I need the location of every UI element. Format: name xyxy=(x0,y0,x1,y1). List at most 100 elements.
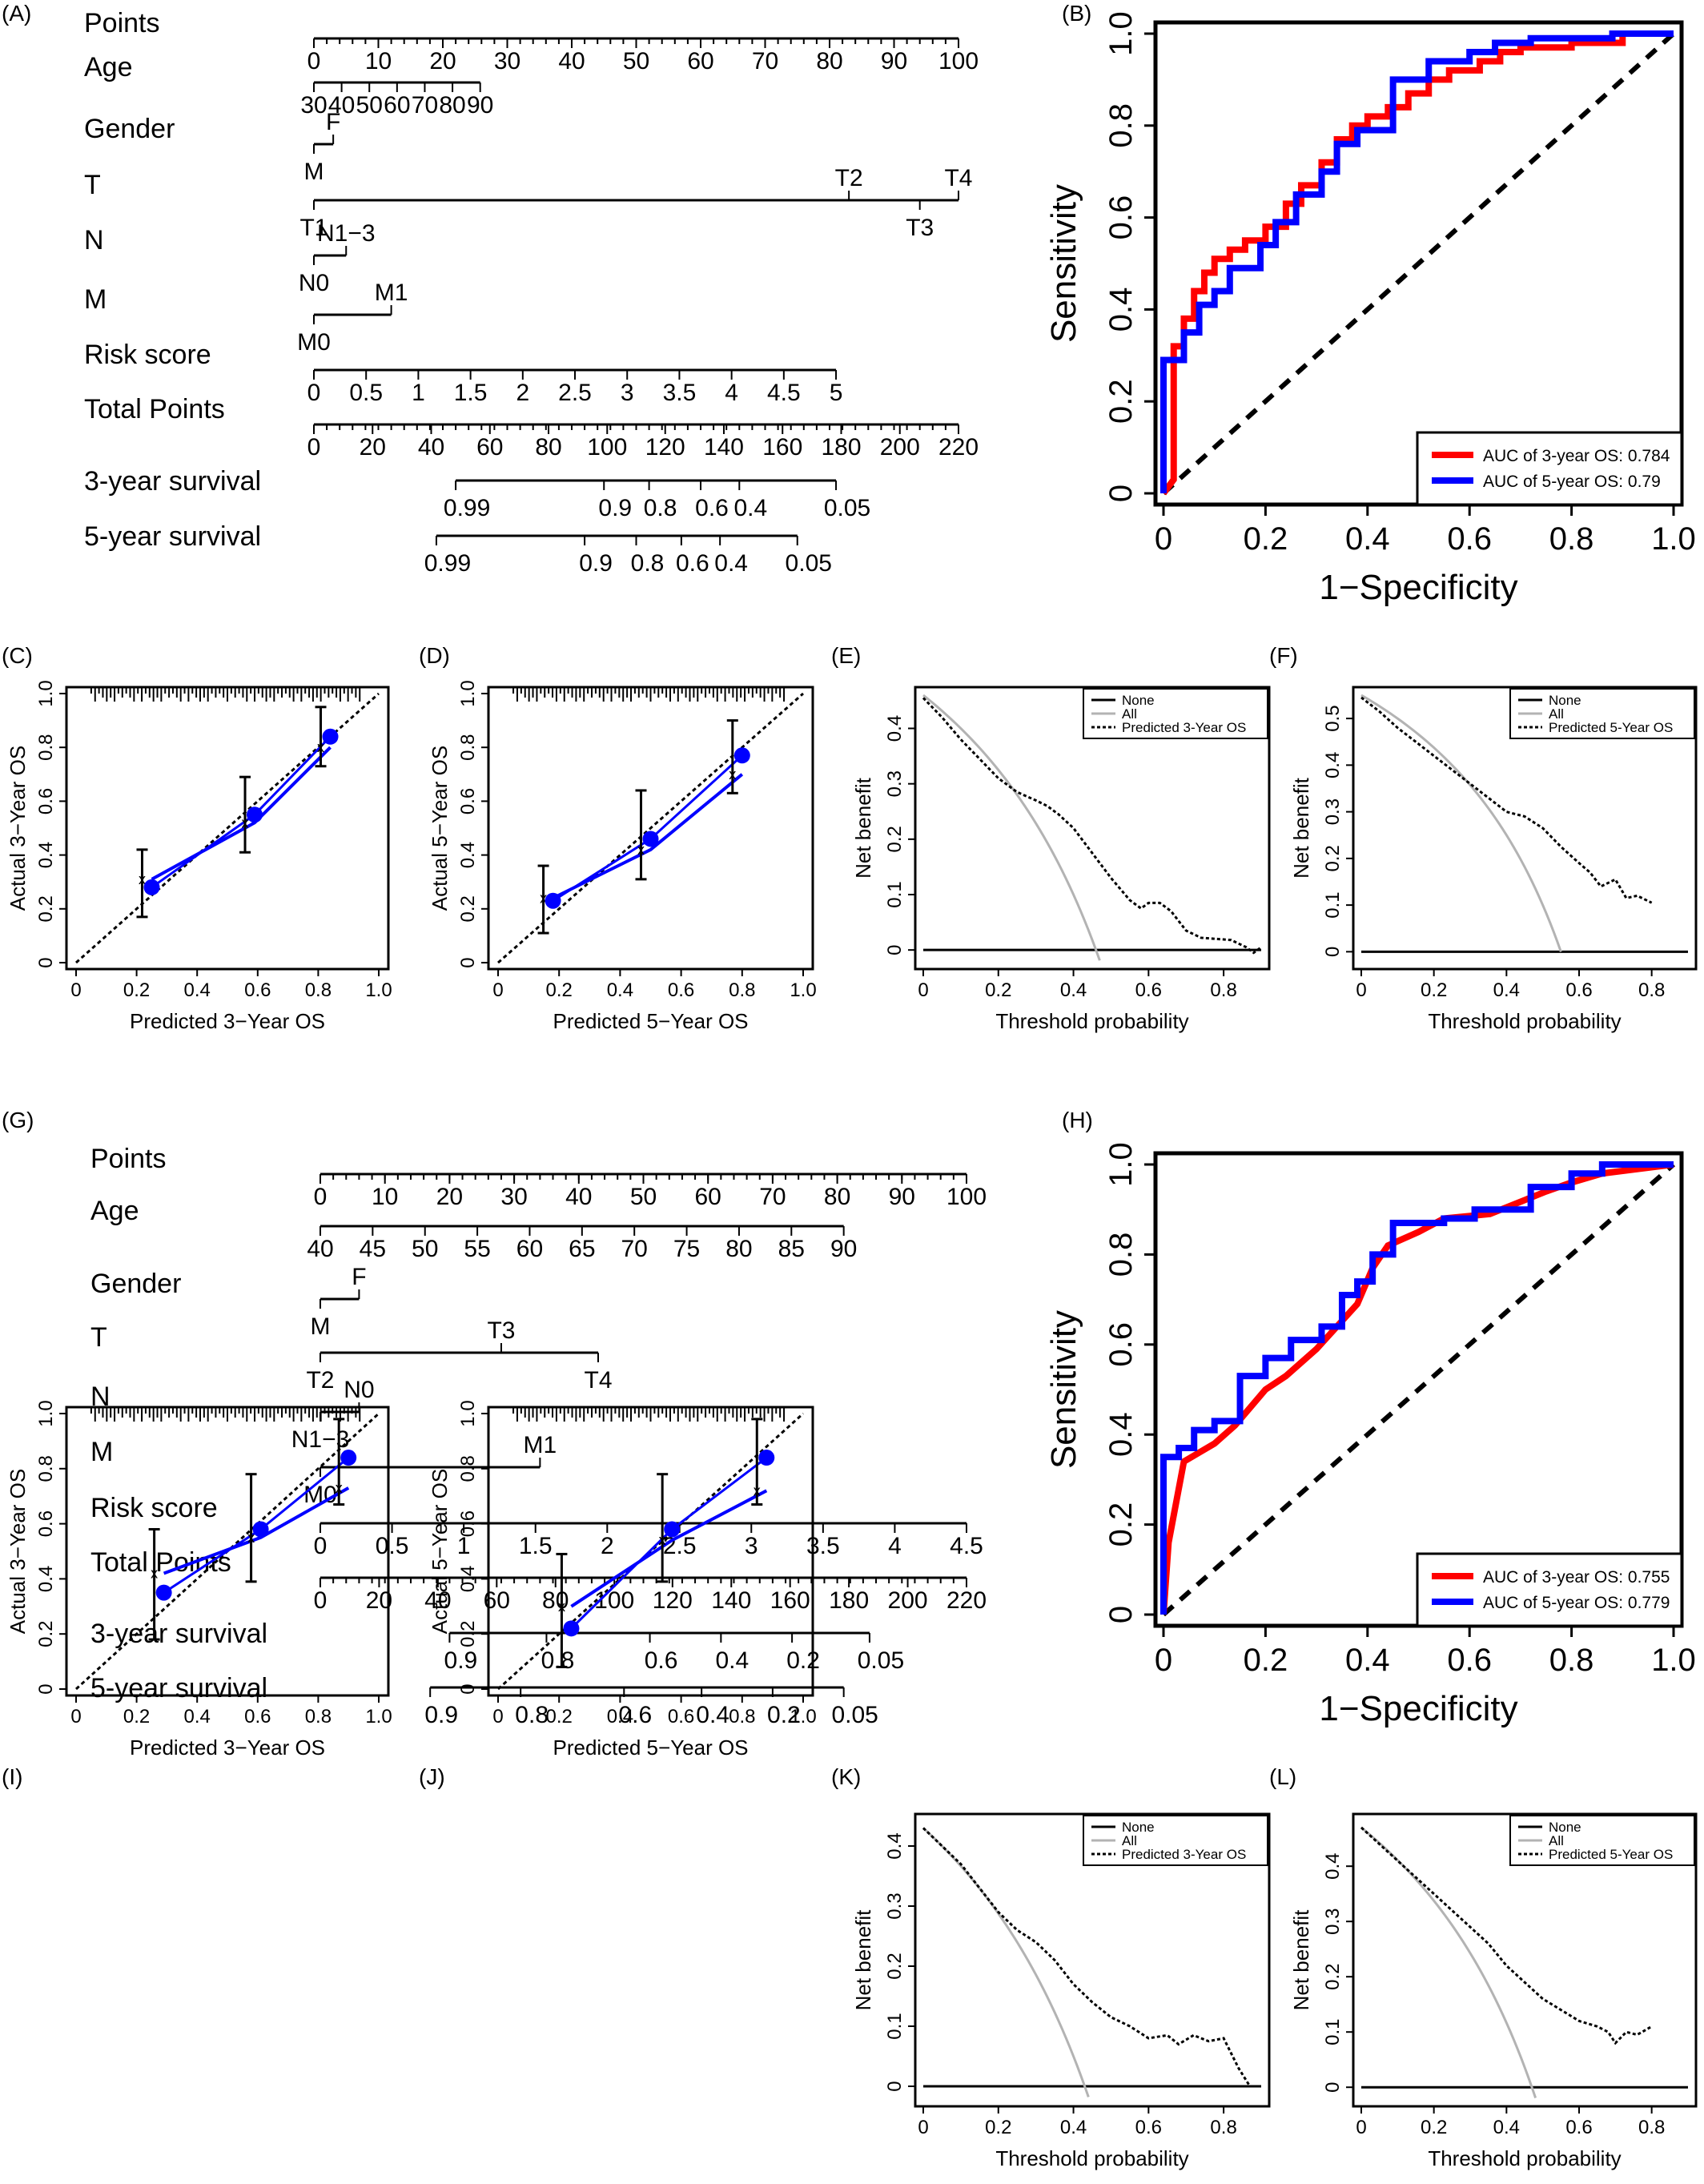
nomogram-row-label: 3-year survival xyxy=(90,1619,267,1649)
nomogram-tick-label: 0.9 xyxy=(444,1647,478,1674)
x-tick-label: 0.8 xyxy=(1638,979,1665,1001)
x-tick-label: 0 xyxy=(492,1706,503,1727)
nomogram-row-label: 5-year survival xyxy=(90,1673,267,1703)
treat-all-curve xyxy=(922,1827,1090,2098)
legend-entry: AUC of 3-year OS: 0.784 xyxy=(1483,447,1670,465)
x-tick-label: 0 xyxy=(1356,979,1366,1001)
y-tick-label: 0.2 xyxy=(884,1953,906,1979)
y-tick-label: 0.1 xyxy=(1322,891,1344,918)
nomogram-tick-label: 100 xyxy=(946,1184,987,1210)
x-tick-label: 0.6 xyxy=(1135,979,1162,1001)
legend-box xyxy=(1416,431,1683,506)
x-axis-label: 1−Specificity xyxy=(1319,1689,1517,1728)
nomogram-tick-label: M xyxy=(304,159,324,185)
x-axis-label: Threshold probability xyxy=(1428,2146,1621,2170)
nomogram-tick-label: T4 xyxy=(944,165,972,191)
nomogram-tick-label: T3 xyxy=(906,215,934,241)
nomogram-tick-label: 1.5 xyxy=(519,1533,553,1559)
nomogram-tick-label: 0.6 xyxy=(676,550,709,577)
calibration-point xyxy=(664,1521,681,1538)
nomogram-tick-label: F xyxy=(352,1264,366,1290)
nomogram-tick-label: 20 xyxy=(436,1184,463,1210)
y-tick-label: 0 xyxy=(457,1683,479,1694)
calibration-point xyxy=(252,1521,269,1538)
ideal-line xyxy=(497,692,804,964)
reference-diagonal xyxy=(1162,1162,1675,1617)
y-axis-label: Actual 5−Year OS xyxy=(428,746,452,911)
nomogram-tick-label: 70 xyxy=(412,92,438,119)
bias-corrected-marker: x xyxy=(242,814,249,831)
y-tick-label: 0.8 xyxy=(35,1455,57,1482)
nomogram-tick-label: T4 xyxy=(585,1367,613,1394)
y-tick-label: 0.2 xyxy=(1103,1502,1139,1547)
legend-entry: None xyxy=(1122,693,1155,708)
legend-entry: Predicted 3-Year OS xyxy=(1122,1847,1246,1862)
plot-frame xyxy=(1352,1812,1698,2108)
x-tick-label: 0.2 xyxy=(985,2117,1011,2138)
y-tick-label: 1.0 xyxy=(35,680,57,706)
nomogram-tick-label: 220 xyxy=(946,1587,987,1614)
nomogram-tick-label: 40 xyxy=(418,434,444,461)
nomogram-tick-label: 75 xyxy=(673,1236,700,1262)
y-axis-label: Net benefit xyxy=(1289,1909,1313,2011)
y-tick-label: 0.1 xyxy=(884,881,906,907)
nomogram-tick-label: 60 xyxy=(516,1236,543,1262)
nomogram-tick-label: 4 xyxy=(888,1533,902,1559)
plot-frame xyxy=(1352,686,1698,971)
nomogram-tick-label: 120 xyxy=(645,434,685,461)
nomogram-tick-label: 140 xyxy=(704,434,744,461)
y-tick-label: 0.5 xyxy=(1322,705,1344,731)
nomogram-row-label: T xyxy=(84,170,101,200)
y-tick-label: 0.2 xyxy=(1322,845,1344,871)
y-tick-label: 0.6 xyxy=(457,1510,479,1537)
y-tick-label: 0.6 xyxy=(1103,195,1139,240)
y-tick-label: 0.1 xyxy=(884,2013,906,2039)
calibration-point xyxy=(733,747,750,764)
nomogram-row-label: Age xyxy=(90,1196,139,1226)
calibration-line xyxy=(552,754,743,902)
x-tick-label: 0 xyxy=(70,979,81,1001)
nomogram-row-label: Gender xyxy=(84,114,175,144)
y-tick-label: 0.2 xyxy=(457,1621,479,1647)
y-tick-label: 0.2 xyxy=(35,1621,57,1647)
nomogram-tick-label: 0.05 xyxy=(824,495,870,521)
nomogram-tick-label: 45 xyxy=(360,1236,386,1262)
nomogram-tick-label: 0.05 xyxy=(831,1702,878,1728)
x-tick-label: 0 xyxy=(1155,521,1172,557)
y-axis-label: Net benefit xyxy=(851,1909,875,2011)
plot-frame xyxy=(914,1812,1271,2108)
bias-corrected-marker: x xyxy=(317,739,324,755)
x-tick-label: 0 xyxy=(70,1706,81,1727)
bias-corrected-marker: x xyxy=(336,1480,343,1496)
nomogram-row-label: Points xyxy=(84,8,160,38)
apparent-calibration-line xyxy=(151,746,332,881)
y-tick-label: 0 xyxy=(457,957,479,967)
nomogram-tick-label: 65 xyxy=(569,1236,595,1262)
y-tick-label: 0.6 xyxy=(35,788,57,814)
calibration-point xyxy=(642,831,659,847)
nomogram-tick-label: 3.5 xyxy=(806,1533,840,1559)
bias-corrected-marker: x xyxy=(540,890,547,906)
x-tick-label: 0.6 xyxy=(668,1706,694,1727)
nomogram-tick-label: 55 xyxy=(464,1236,490,1262)
x-tick-label: 0.2 xyxy=(1421,2117,1447,2138)
nomogram-tick-label: 30 xyxy=(500,1184,527,1210)
nomogram-tick-label: N0 xyxy=(299,270,329,296)
y-tick-label: 1.0 xyxy=(1103,1142,1139,1187)
nomogram-tick-label: 180 xyxy=(829,1587,869,1614)
y-tick-label: 0 xyxy=(1322,947,1344,957)
y-axis-label: Sensitivity xyxy=(1044,184,1083,343)
nomogram-tick-label: 40 xyxy=(424,1587,451,1614)
x-tick-label: 1.0 xyxy=(1651,521,1696,557)
reference-diagonal xyxy=(1161,31,1676,496)
nomogram-tick-label: 40 xyxy=(328,92,355,119)
bias-corrected-marker: x xyxy=(659,1532,666,1548)
ideal-line xyxy=(75,692,380,964)
y-tick-label: 0.2 xyxy=(1322,1964,1344,1990)
nomogram-tick-label: 40 xyxy=(307,1236,333,1262)
nomogram-tick-label: 0 xyxy=(307,48,321,74)
y-tick-label: 0.3 xyxy=(884,770,906,797)
nomogram-tick-label: T3 xyxy=(487,1317,515,1344)
x-tick-label: 0.6 xyxy=(1135,2117,1162,2138)
